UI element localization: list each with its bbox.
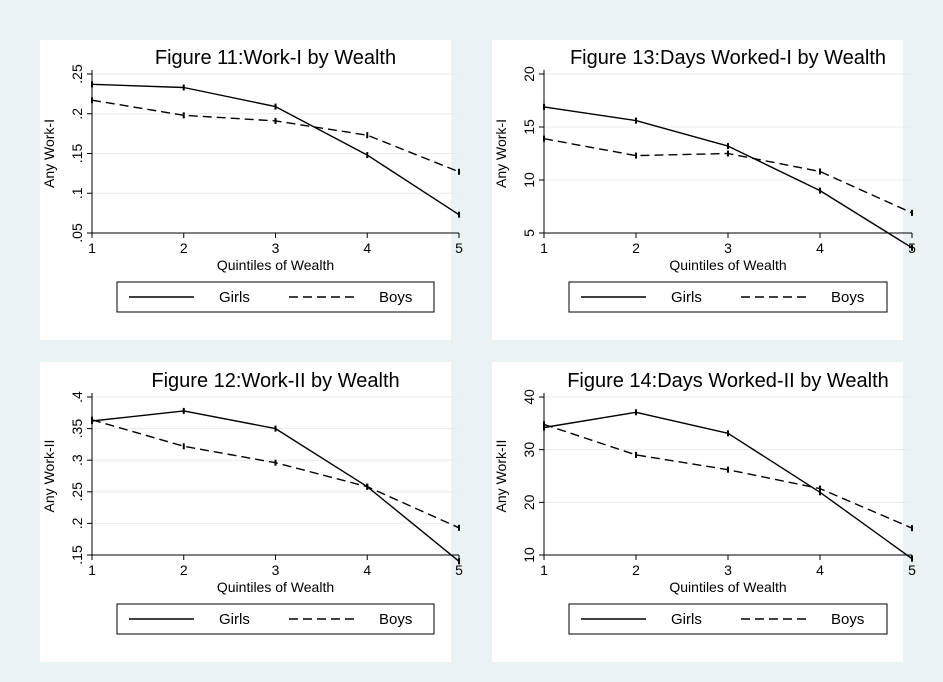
chart-panel-4: 10 20 30 40 1 2 3 4 5 Figure 14:Days Worked-II by… <box>492 362 916 662</box>
y-tick-label: .2 <box>69 108 85 120</box>
y-axis-title: Any Work-II <box>41 440 57 513</box>
chart-title: Figure 13:Days Worked-I by Wealth <box>570 47 886 69</box>
x-tick-label: 2 <box>632 240 640 256</box>
x-tick-label: 1 <box>540 562 548 578</box>
chart-title: Figure 11:Work-I by Wealth <box>155 47 396 69</box>
y-tick-label: 40 <box>521 389 537 405</box>
x-axis-title: Quintiles of Wealth <box>217 579 334 595</box>
y-tick-label: .1 <box>69 187 85 199</box>
x-tick-label: 4 <box>363 240 371 256</box>
y-tick-label: .35 <box>69 419 85 439</box>
y-tick-label: .05 <box>69 223 85 243</box>
x-tick-label: 1 <box>88 562 96 578</box>
x-tick-label: 3 <box>724 562 732 578</box>
y-tick-label: .4 <box>69 391 85 403</box>
y-tick-label: 5 <box>521 229 537 237</box>
x-tick-label: 4 <box>363 562 371 578</box>
y-axis-title: Any Work-I <box>493 119 509 188</box>
x-axis-title: Quintiles of Wealth <box>669 257 786 273</box>
chart-panel-1: .05 .1 .15 .2 .25 1 2 3 4 5 Figure 11:Work-I by We… <box>40 40 463 340</box>
x-tick-label: 1 <box>540 240 548 256</box>
x-tick-label: 2 <box>632 562 640 578</box>
y-tick-label: .2 <box>69 517 85 529</box>
legend-label-boys: Boys <box>831 611 864 628</box>
chart-panel-3: .15 .2 .25 .3 .35 .4 1 2 3 4 5 Figure 12:Work-II by… <box>40 362 463 662</box>
y-tick-label: .25 <box>69 64 85 84</box>
x-tick-label: 4 <box>816 562 824 578</box>
y-tick-label: .3 <box>69 454 85 466</box>
x-tick-label: 5 <box>455 240 463 256</box>
y-axis-title: Any Work-I <box>41 119 57 188</box>
x-tick-label: 5 <box>908 562 916 578</box>
x-tick-label: 2 <box>180 240 188 256</box>
legend-label-girls: Girls <box>671 611 702 628</box>
y-tick-label: .15 <box>69 545 85 565</box>
chart-title: Figure 12:Work-II by Wealth <box>151 370 399 392</box>
legend-label-boys: Boys <box>379 611 412 628</box>
y-tick-label: 10 <box>521 172 537 188</box>
y-tick-label: 20 <box>521 494 537 510</box>
x-tick-label: 3 <box>272 562 280 578</box>
y-axis-title: Any Work-II <box>493 440 509 513</box>
y-tick-label: 30 <box>521 442 537 458</box>
x-tick-label: 3 <box>272 240 280 256</box>
y-tick-label: 20 <box>521 66 537 82</box>
x-tick-label: 4 <box>816 240 824 256</box>
y-tick-label: .15 <box>69 144 85 164</box>
legend-label-boys: Boys <box>831 289 864 306</box>
x-tick-label: 3 <box>724 240 732 256</box>
legend-label-boys: Boys <box>379 289 412 306</box>
x-tick-label: 1 <box>88 240 96 256</box>
chart-panel-2: 510152012345Figure 13:Days Worked-I by W… <box>492 40 916 340</box>
y-tick-label: .25 <box>69 482 85 502</box>
y-tick-label: 15 <box>521 119 537 135</box>
chart-title: Figure 14:Days Worked-II by Wealth <box>567 370 889 392</box>
x-axis-title: Quintiles of Wealth <box>217 257 334 273</box>
legend-label-girls: Girls <box>219 289 250 306</box>
x-axis-title: Quintiles of Wealth <box>669 579 786 595</box>
legend-label-girls: Girls <box>219 611 250 628</box>
x-tick-label: 5 <box>455 562 463 578</box>
y-tick-label: 10 <box>521 547 537 563</box>
legend-label-girls: Girls <box>671 289 702 306</box>
x-tick-label: 2 <box>180 562 188 578</box>
